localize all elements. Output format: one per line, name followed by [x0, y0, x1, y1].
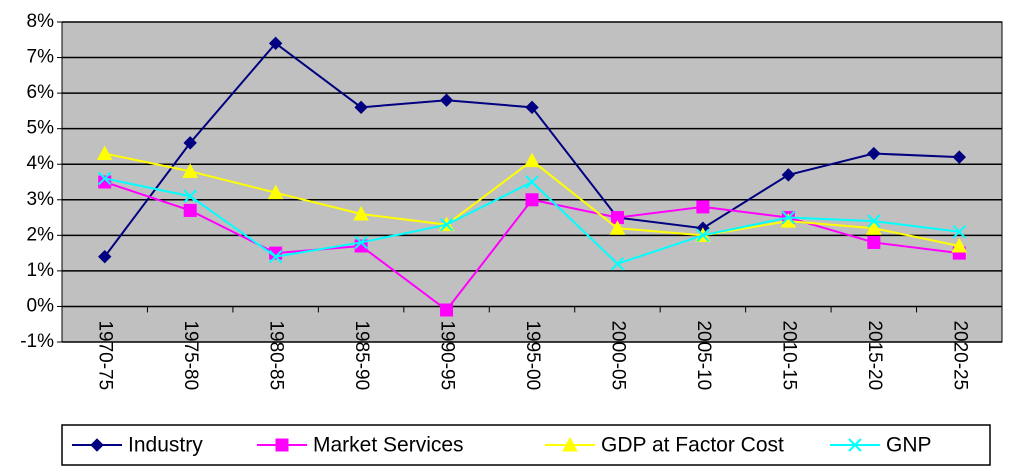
marker — [353, 205, 369, 221]
marker — [848, 438, 862, 452]
marker — [354, 235, 368, 250]
marker — [867, 214, 881, 228]
marker — [525, 193, 539, 207]
y-tick-label: 1% — [27, 260, 55, 281]
x-tick-label: 1975-80 — [180, 320, 201, 390]
y-tick-label: 6% — [27, 82, 55, 103]
marker — [781, 210, 796, 225]
marker — [182, 163, 199, 178]
marker — [952, 225, 966, 239]
marker — [439, 217, 454, 232]
y-tick-label: 0% — [27, 295, 55, 316]
x-tick-label: 2010-15 — [778, 320, 799, 390]
marker — [98, 171, 112, 186]
x-tick-label: 1970-75 — [95, 320, 116, 390]
x-tick-label: 1995-00 — [522, 320, 543, 390]
marker — [439, 93, 454, 107]
y-tick-label: 4% — [27, 153, 55, 174]
marker — [610, 257, 625, 271]
y-tick-label: 8% — [27, 11, 55, 32]
x-tick-label: 2015-20 — [864, 320, 885, 390]
marker — [867, 146, 881, 161]
marker — [781, 168, 796, 182]
marker — [562, 436, 578, 452]
y-tick-label: 2% — [27, 224, 55, 245]
marker — [951, 237, 968, 253]
series — [98, 175, 966, 317]
x-tick-label: 2000-05 — [607, 320, 628, 390]
marker — [183, 189, 197, 203]
marker — [96, 145, 113, 161]
y-tick-label: 5% — [27, 118, 55, 139]
marker — [525, 100, 539, 115]
x-tick-label: 1980-85 — [266, 320, 287, 390]
x-tick-label: 1990-95 — [437, 320, 458, 390]
marker — [952, 150, 966, 164]
legend-label: GDP at Factor Cost — [601, 434, 784, 457]
x-tick-label: 1985-90 — [351, 320, 372, 390]
marker — [609, 220, 626, 235]
marker — [440, 303, 454, 317]
marker — [696, 228, 710, 243]
legend-label: Market Services — [313, 434, 464, 457]
marker — [275, 438, 289, 452]
x-tick-label: 2005-10 — [693, 320, 714, 390]
legend-label: Industry — [128, 434, 203, 457]
marker — [865, 220, 882, 235]
x-tick-label: 2020-25 — [949, 320, 970, 390]
marker — [98, 249, 112, 264]
legend-label: GNP — [886, 434, 932, 457]
series — [98, 171, 966, 271]
y-tick-label: -1% — [20, 331, 54, 352]
marker — [183, 203, 197, 217]
y-tick-label: 3% — [27, 189, 55, 210]
marker — [90, 438, 104, 452]
marker — [696, 200, 710, 214]
y-tick-label: 7% — [27, 47, 55, 68]
marker — [268, 249, 283, 264]
marker — [867, 235, 881, 249]
marker — [354, 100, 368, 115]
marker — [524, 152, 540, 168]
marker — [183, 136, 197, 150]
marker — [525, 175, 539, 189]
marker — [267, 184, 284, 200]
marker — [268, 36, 283, 51]
